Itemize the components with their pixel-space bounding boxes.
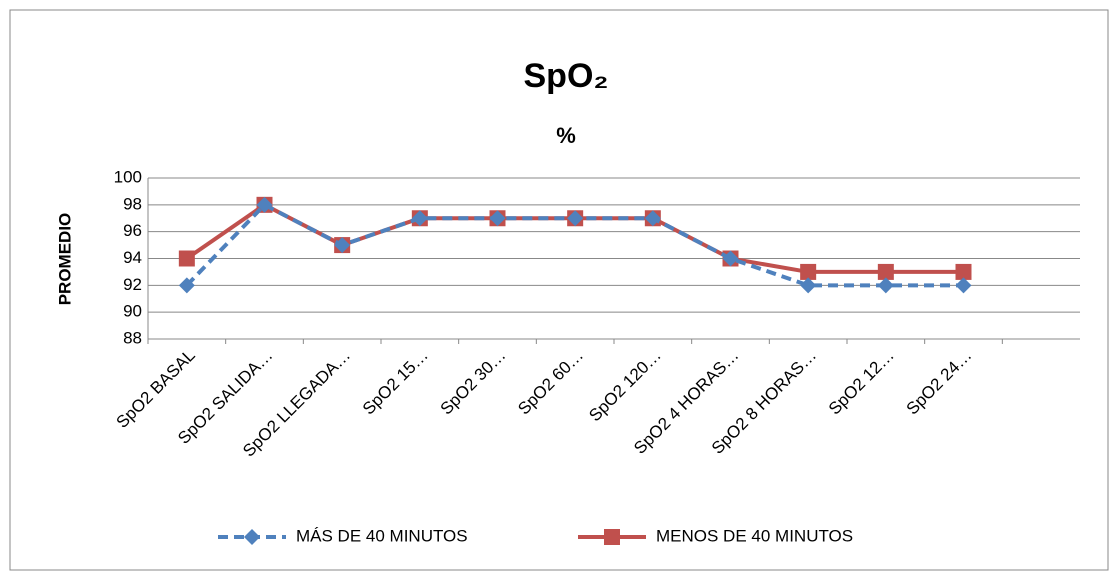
data-point <box>411 210 428 227</box>
chart-title: SpO₂ <box>524 57 609 95</box>
data-point <box>256 196 273 213</box>
data-point <box>877 277 894 294</box>
y-tick-label: 96 <box>123 221 142 240</box>
data-point <box>800 263 817 280</box>
data-point <box>644 210 661 227</box>
y-tick-label: 100 <box>114 167 142 186</box>
data-point <box>722 250 739 267</box>
data-point <box>334 237 351 254</box>
chart-border <box>9 9 1109 571</box>
data-point <box>178 277 195 294</box>
y-axis-label: PROMEDIO <box>55 213 74 306</box>
data-point <box>800 277 817 294</box>
data-point <box>489 210 506 227</box>
y-tick-label: 92 <box>123 275 142 294</box>
data-point <box>178 250 195 267</box>
data-point <box>877 263 894 280</box>
legend-marker <box>604 529 620 545</box>
data-point <box>955 277 972 294</box>
y-tick-label: 98 <box>123 194 142 213</box>
y-tick-label: 88 <box>123 328 142 347</box>
chart-subtitle: % <box>556 123 576 148</box>
y-tick-label: 90 <box>123 302 142 321</box>
data-point <box>955 263 972 280</box>
legend-label: MENOS DE 40 MINUTOS <box>656 526 853 545</box>
data-point <box>567 210 584 227</box>
legend-marker <box>244 529 260 545</box>
legend-label: MÁS DE 40 MINUTOS <box>296 526 468 545</box>
y-tick-label: 94 <box>123 248 142 267</box>
